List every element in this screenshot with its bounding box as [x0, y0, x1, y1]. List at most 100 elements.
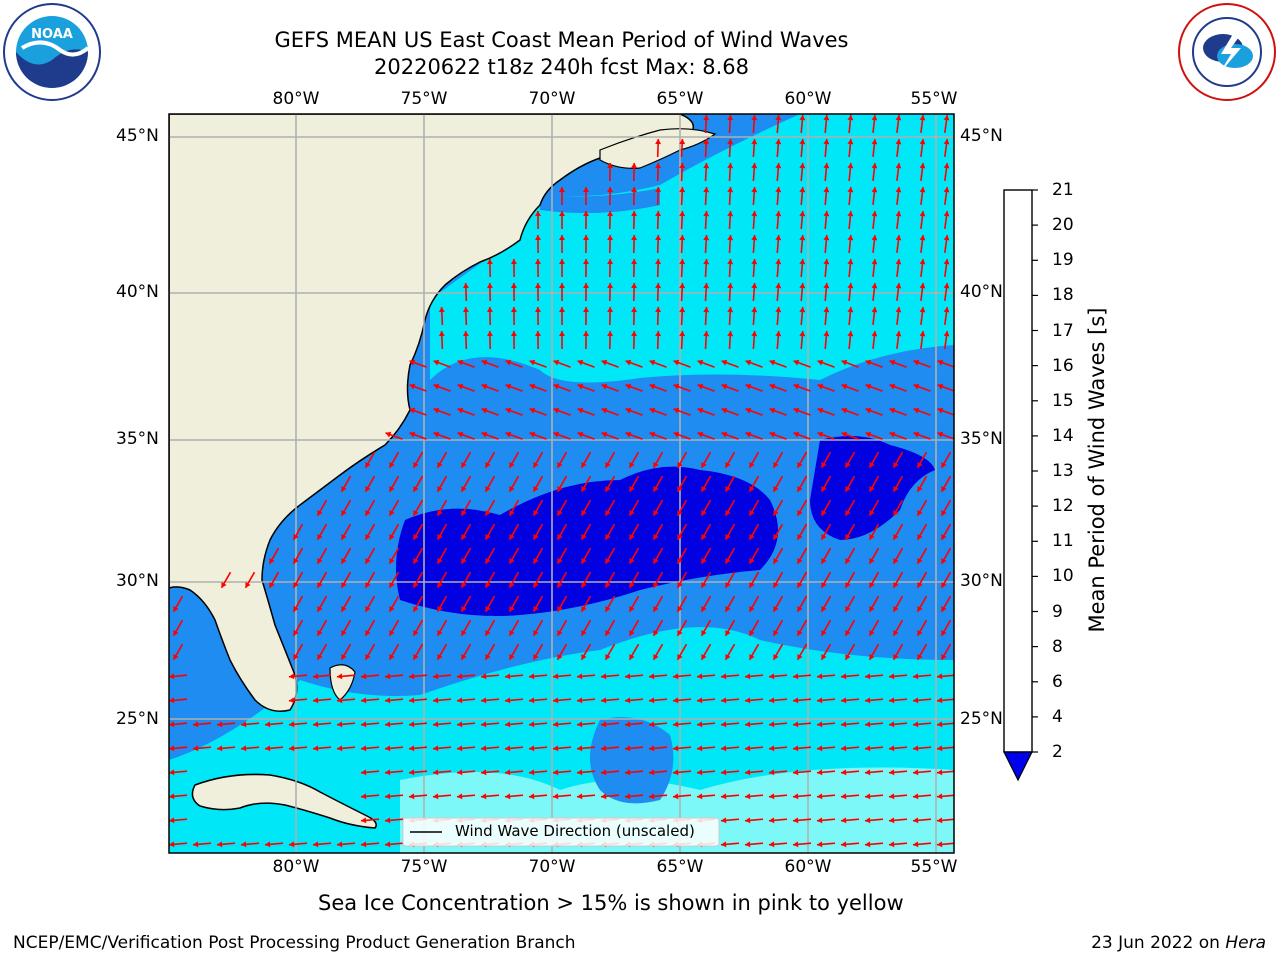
- wind-wave-arrowhead: [919, 115, 926, 121]
- wind-wave-arrowhead: [745, 673, 751, 680]
- wind-wave-arrowhead: [509, 582, 515, 588]
- wind-wave-arrowhead: [701, 534, 707, 540]
- wind-wave-arrowhead: [775, 115, 782, 121]
- colorbar-extend-arrow: [1003, 751, 1033, 782]
- wind-wave-arrowhead: [649, 697, 655, 704]
- sea-ice-note: Sea Ice Concentration > 15% is shown in …: [318, 891, 904, 915]
- wind-wave-arrowhead: [721, 721, 727, 728]
- wind-wave-arrowhead: [481, 407, 488, 414]
- lon-label-bottom: 75°W: [400, 857, 448, 877]
- wind-wave-arrowhead: [389, 486, 395, 492]
- wind-wave-arrowhead: [673, 359, 680, 366]
- wind-wave-arrowhead: [485, 486, 491, 492]
- wind-wave-arrowhead: [821, 582, 827, 588]
- wind-wave-arrowhead: [817, 383, 824, 390]
- wind-wave-arrowhead: [217, 721, 223, 728]
- wind-wave-arrowhead: [775, 139, 782, 145]
- wind-wave-arrowhead: [943, 139, 950, 145]
- wind-wave-arrowhead: [697, 431, 704, 438]
- wind-wave-arrowhead: [823, 331, 830, 337]
- colorbar-tick-label: 4: [1052, 706, 1063, 727]
- wind-wave-arrowhead: [893, 630, 899, 636]
- wind-wave-arrowhead: [751, 331, 758, 337]
- wind-wave-arrowhead: [385, 841, 391, 848]
- wind-wave-arrowhead: [481, 431, 488, 438]
- wind-wave-arrowhead: [365, 654, 371, 660]
- wind-wave-arrowhead: [601, 721, 607, 728]
- wind-wave-arrowhead: [769, 769, 775, 776]
- wind-wave-arrowhead: [553, 745, 559, 752]
- wind-wave-arrowhead: [727, 235, 734, 241]
- wind-wave-arrowhead: [313, 697, 319, 704]
- wind-wave-arrowhead: [293, 654, 299, 660]
- wind-wave-arrowhead: [817, 673, 823, 680]
- wind-wave-arrowhead: [486, 283, 493, 289]
- wind-wave-arrowhead: [413, 558, 419, 564]
- wind-wave-arrowhead: [553, 793, 559, 800]
- wind-wave-arrowhead: [607, 307, 614, 313]
- wind-wave-arrowhead: [913, 697, 919, 704]
- wind-wave-arrowhead: [841, 673, 847, 680]
- wind-wave-arrowhead: [361, 817, 367, 824]
- wind-wave-arrowhead: [510, 307, 517, 312]
- wind-wave-arrowhead: [749, 654, 755, 660]
- wind-wave-arrowhead: [917, 462, 923, 468]
- wind-wave-arrowhead: [655, 331, 662, 337]
- wind-wave-arrowhead: [701, 462, 707, 468]
- wind-wave-arrowhead: [529, 793, 535, 800]
- wind-wave-arrowhead: [845, 630, 851, 636]
- wind-wave-arrowhead: [937, 745, 943, 752]
- wind-wave-arrowhead: [625, 673, 631, 680]
- wind-wave-arrowhead: [845, 534, 851, 540]
- wind-wave-arrowhead: [845, 654, 851, 660]
- lon-label-top: 65°W: [656, 89, 704, 109]
- wind-wave-arrowhead: [655, 259, 662, 265]
- wind-wave-arrowhead: [869, 486, 875, 492]
- wind-wave-arrowhead: [751, 283, 758, 289]
- wind-wave-arrowhead: [529, 769, 535, 776]
- wind-wave-arrowhead: [409, 359, 416, 366]
- wind-wave-arrowhead: [937, 769, 943, 776]
- lon-label-top: 70°W: [528, 89, 576, 109]
- wind-wave-arrowhead: [773, 486, 779, 492]
- wind-wave-arrowhead: [583, 331, 589, 336]
- ocean-band-south-blue: [590, 717, 674, 804]
- wind-wave-arrowhead: [433, 407, 440, 414]
- wind-wave-arrowhead: [821, 486, 827, 492]
- wind-wave-arrowhead: [341, 606, 347, 612]
- wind-wave-arrowhead: [749, 510, 755, 516]
- wind-wave-arrowhead: [529, 383, 536, 390]
- wind-wave-arrowhead: [509, 534, 515, 540]
- wind-wave-arrowhead: [361, 769, 367, 776]
- lon-label-bottom: 55°W: [910, 857, 958, 877]
- wind-wave-arrowhead: [529, 697, 535, 704]
- wind-wave-arrowhead: [245, 582, 251, 588]
- wind-wave-arrowhead: [653, 630, 659, 636]
- wind-wave-arrowhead: [769, 745, 775, 752]
- wind-wave-arrowhead: [486, 259, 493, 265]
- wind-wave-arrowhead: [289, 697, 295, 704]
- wind-wave-arrowhead: [655, 163, 662, 169]
- wind-wave-arrowhead: [865, 359, 872, 366]
- wind-wave-arrowhead: [677, 582, 683, 588]
- wind-wave-arrowhead: [605, 630, 611, 636]
- wind-wave-arrowhead: [703, 283, 710, 289]
- chart-title: GEFS MEAN US East Coast Mean Period of W…: [274, 28, 849, 52]
- wind-wave-arrowhead: [485, 534, 491, 540]
- wind-wave-arrowhead: [769, 841, 775, 848]
- wind-wave-arrowhead: [895, 139, 902, 145]
- wind-wave-arrowhead: [871, 331, 878, 337]
- wind-wave-arrowhead: [437, 510, 443, 516]
- colorbar-label: Mean Period of Wind Waves [s]: [1085, 307, 1109, 633]
- wind-wave-arrowhead: [293, 534, 299, 540]
- wind-wave-arrowhead: [601, 673, 607, 680]
- wind-wave-arrowhead: [937, 793, 943, 800]
- wind-wave-arrowhead: [457, 721, 463, 728]
- wind-wave-arrowhead: [557, 510, 563, 516]
- wind-wave-arrowhead: [385, 817, 391, 824]
- wind-wave-arrowhead: [823, 211, 830, 217]
- wind-wave-arrowhead: [889, 769, 895, 776]
- wind-wave-arrowhead: [461, 558, 467, 564]
- wind-wave-arrowhead: [485, 654, 491, 660]
- wind-wave-arrowhead: [725, 534, 731, 540]
